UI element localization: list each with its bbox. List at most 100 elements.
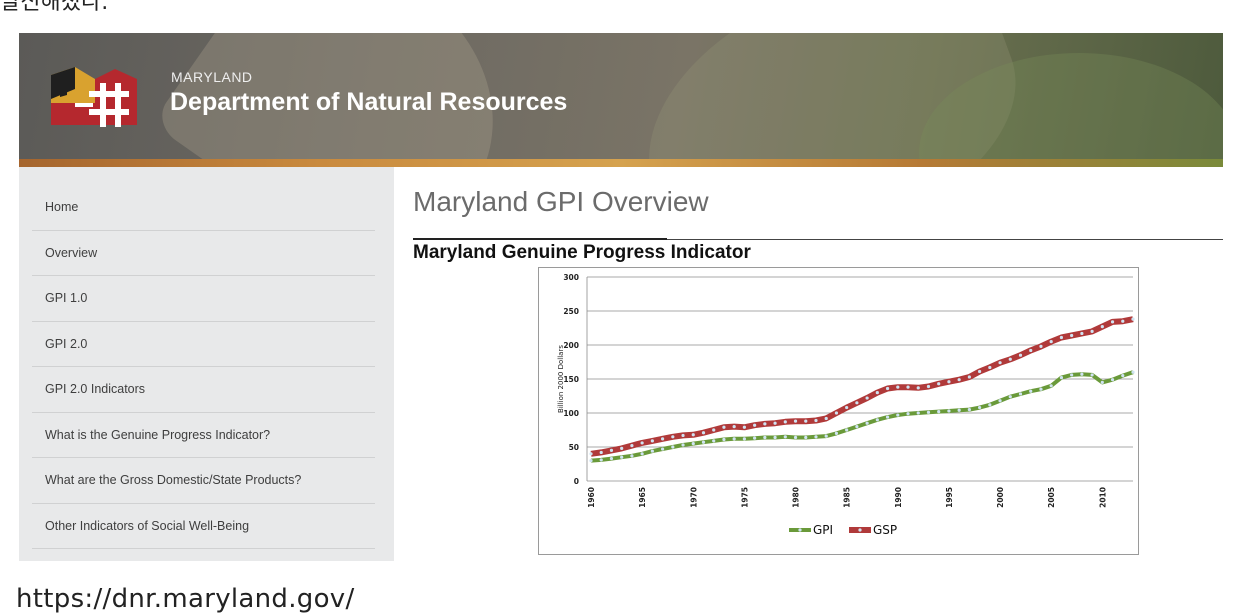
header-state-label: MARYLAND	[171, 69, 253, 85]
x-tick-label: 1975	[740, 487, 749, 508]
data-point-gpi	[650, 449, 654, 453]
sidebar-item-gdp-gsp[interactable]: What are the Gross Domestic/State Produc…	[19, 458, 394, 504]
data-point-gpi	[1131, 370, 1135, 374]
data-point-gsp	[712, 428, 716, 432]
data-point-gpi	[937, 410, 941, 414]
x-tick-label: 1995	[945, 487, 954, 508]
series-line-gpi	[590, 370, 1134, 463]
data-point-gpi	[906, 412, 910, 416]
data-point-gsp	[906, 385, 910, 389]
data-point-gsp	[681, 433, 685, 438]
y-tick-label: 150	[563, 375, 579, 384]
data-point-gpi	[1059, 376, 1064, 380]
data-point-gpi	[1029, 389, 1033, 393]
data-point-gsp	[691, 433, 695, 437]
data-point-gsp	[957, 378, 961, 382]
data-point-gsp	[620, 446, 624, 450]
data-point-gsp	[599, 450, 603, 455]
data-point-gsp	[1100, 325, 1104, 329]
data-point-gpi	[620, 455, 624, 459]
data-point-gpi	[773, 435, 777, 440]
data-point-gsp	[1131, 317, 1135, 321]
x-tick-label: 1960	[587, 487, 596, 508]
decorative-strip	[19, 159, 1223, 167]
data-point-gsp	[793, 419, 798, 423]
sidebar-item-other-indicators[interactable]: Other Indicators of Social Well-Being	[19, 504, 394, 550]
sidebar-nav: Home Overview GPI 1.0 GPI 2.0 GPI 2.0 In…	[19, 167, 394, 561]
data-point-gsp	[1039, 344, 1043, 348]
data-point-gsp	[1090, 329, 1094, 333]
sidebar-item-gpi-1[interactable]: GPI 1.0	[19, 276, 394, 322]
data-point-gsp	[630, 444, 634, 448]
data-point-gsp	[865, 396, 869, 400]
sidebar-item-home[interactable]: Home	[19, 185, 394, 231]
data-point-gpi	[783, 435, 787, 439]
legend-marker-gpi	[798, 528, 802, 532]
data-point-gsp	[701, 431, 706, 435]
data-point-gsp	[875, 391, 879, 395]
data-point-gsp	[845, 405, 849, 410]
data-point-gpi	[681, 443, 685, 447]
data-point-gpi	[793, 435, 798, 440]
data-point-gsp	[916, 386, 920, 390]
x-tick-label: 1970	[689, 487, 698, 508]
data-point-gsp	[998, 361, 1002, 365]
data-point-gsp	[947, 380, 951, 384]
data-point-gsp	[650, 439, 654, 443]
data-point-gpi	[660, 447, 665, 451]
data-point-gpi	[1121, 374, 1125, 378]
data-point-gpi	[1049, 384, 1053, 388]
data-point-gpi	[1018, 392, 1023, 396]
data-point-gsp	[988, 365, 992, 370]
data-point-gsp	[834, 411, 839, 415]
data-point-gsp	[1059, 335, 1064, 340]
data-point-gpi	[640, 452, 644, 456]
sidebar-item-what-is-gpi[interactable]: What is the Genuine Progress Indicator?	[19, 413, 394, 459]
data-point-gpi	[865, 421, 869, 425]
data-point-gpi	[978, 405, 982, 410]
data-point-gpi	[1100, 380, 1104, 384]
data-point-gpi	[599, 458, 603, 462]
data-point-gpi	[1090, 373, 1094, 377]
x-tick-label: 1990	[894, 487, 903, 508]
gpi-chart: 0 50 100 150 200 250 300 1960 1965 1970 1975 1980 19…	[538, 267, 1139, 555]
sidebar-item-gpi-2[interactable]: GPI 2.0	[19, 322, 394, 368]
data-point-gpi	[1039, 387, 1043, 391]
data-point-gsp	[609, 448, 614, 452]
data-point-gsp	[1121, 319, 1125, 323]
data-point-gsp	[763, 422, 767, 426]
x-tick-label: 1980	[792, 487, 801, 508]
sidebar-item-overview[interactable]: Overview	[19, 231, 394, 277]
data-point-gpi	[609, 456, 614, 461]
sidebar-item-gpi-2-indicators[interactable]: GPI 2.0 Indicators	[19, 367, 394, 413]
data-point-gpi	[875, 418, 879, 422]
data-point-gsp	[753, 423, 757, 427]
legend-marker-gsp	[858, 528, 862, 532]
data-point-gpi	[1080, 372, 1084, 376]
x-tick-label: 1965	[638, 487, 647, 508]
x-tick-label: 2000	[996, 487, 1005, 508]
site-header-banner: MARYLAND Department of Natural Resources	[19, 33, 1223, 167]
y-tick-label: 0	[574, 477, 579, 486]
header-department-title[interactable]: Department of Natural Resources	[170, 88, 568, 116]
y-tick-label: 50	[569, 443, 579, 452]
x-tick-label: 2005	[1047, 487, 1056, 508]
maryland-flag-logo[interactable]	[45, 65, 141, 129]
y-tick-label: 100	[563, 409, 579, 418]
data-point-gsp	[742, 425, 746, 429]
top-caption: 발신해졌다.	[0, 0, 109, 15]
data-point-gpi	[701, 440, 706, 444]
data-point-gsp	[978, 369, 982, 374]
data-point-gsp	[1018, 353, 1023, 357]
data-point-gpi	[885, 415, 890, 419]
heading-rule-accent	[413, 238, 667, 240]
data-point-gsp	[1110, 320, 1115, 324]
y-tick-label: 200	[563, 341, 579, 350]
data-point-gpi	[1070, 373, 1074, 377]
data-point-gsp	[1080, 331, 1084, 336]
data-point-gsp	[722, 425, 726, 429]
y-tick-label: 300	[563, 273, 579, 282]
data-point-gsp	[804, 419, 808, 423]
data-point-gsp	[1049, 340, 1053, 344]
data-point-gpi	[998, 399, 1002, 403]
